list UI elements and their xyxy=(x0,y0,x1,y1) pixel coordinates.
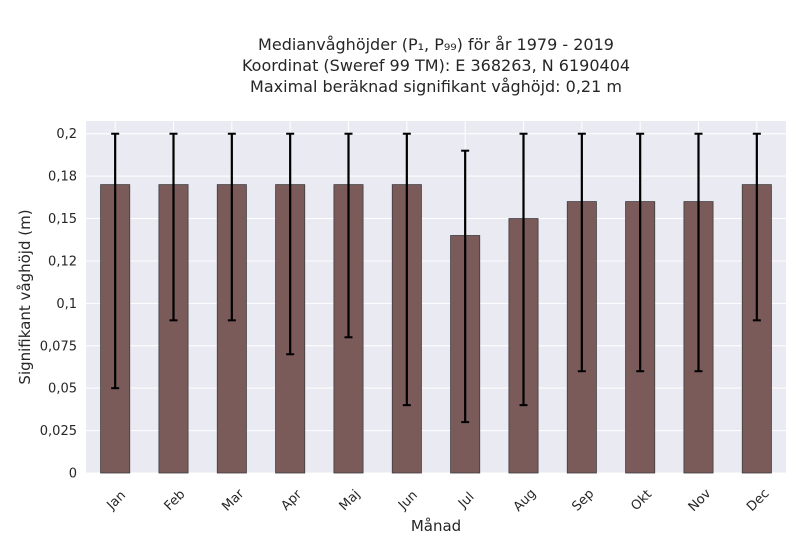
errorbar-okt xyxy=(636,132,645,373)
chart-title-line-2: Koordinat (Sweref 99 TM): E 368263, N 61… xyxy=(241,56,631,75)
x-axis-ticks: Jan Feb Mar Apr Maj Jun Jul Aug Sep Okt Nov Dec xyxy=(104,486,773,515)
errorbar-sep xyxy=(577,132,586,373)
plot-area xyxy=(86,121,786,473)
y-tick-label: 0,075 xyxy=(40,339,77,354)
y-tick-label: 0,15 xyxy=(48,212,77,227)
errorbar-jan xyxy=(111,132,120,390)
errorbar-maj xyxy=(344,132,353,339)
y-tick-label: 0,18 xyxy=(48,170,77,185)
y-tick-label: 0,12 xyxy=(48,254,77,269)
x-tick-label: Jan xyxy=(104,488,129,513)
errorbar-nov xyxy=(694,132,703,373)
y-axis-ticks: 0 0,025 0,05 0,075 0,1 0,12 0,15 0,18 0,2 xyxy=(40,127,77,481)
errorbar-feb xyxy=(169,132,178,322)
x-tick-label: Sep xyxy=(569,487,597,515)
errorbar-jul xyxy=(461,149,470,424)
errorbar-mar xyxy=(227,132,236,322)
errorbar-aug xyxy=(519,132,528,407)
chart-title-line-1: Medianvåghöjder (P₁, P₉₉) för år 1979 - … xyxy=(258,35,614,54)
y-tick-label: 0,2 xyxy=(56,127,77,142)
y-tick-label: 0,1 xyxy=(56,297,77,312)
chart-title: Medianvåghöjder (P₁, P₉₉) för år 1979 - … xyxy=(36,34,800,97)
x-tick-label: Mar xyxy=(219,486,247,514)
y-tick-label: 0 xyxy=(69,467,77,482)
errorbar-apr xyxy=(286,132,295,356)
x-tick-label: Nov xyxy=(686,486,715,515)
x-tick-label: Jul xyxy=(455,490,477,512)
y-tick-label: 0,05 xyxy=(48,382,77,397)
x-tick-label: Maj xyxy=(337,487,364,514)
x-tick-label: Feb xyxy=(162,487,189,514)
x-tick-label: Okt xyxy=(628,487,655,514)
x-tick-label: Jun xyxy=(395,488,421,514)
y-axis-label: Signifikant våghöjd (m) xyxy=(16,209,34,384)
x-tick-label: Aug xyxy=(511,486,540,515)
x-tick-label: Dec xyxy=(744,486,772,514)
x-tick-label: Apr xyxy=(278,487,305,514)
errorbar-dec xyxy=(752,132,761,322)
x-axis-label: Månad xyxy=(411,517,461,535)
chart-title-line-3: Maximal beräknad signifikant våghöjd: 0,… xyxy=(250,77,622,96)
bar-mar xyxy=(216,184,247,474)
error-bars xyxy=(111,132,761,424)
errorbar-jun xyxy=(402,132,411,407)
y-tick-label: 0,025 xyxy=(40,424,77,439)
